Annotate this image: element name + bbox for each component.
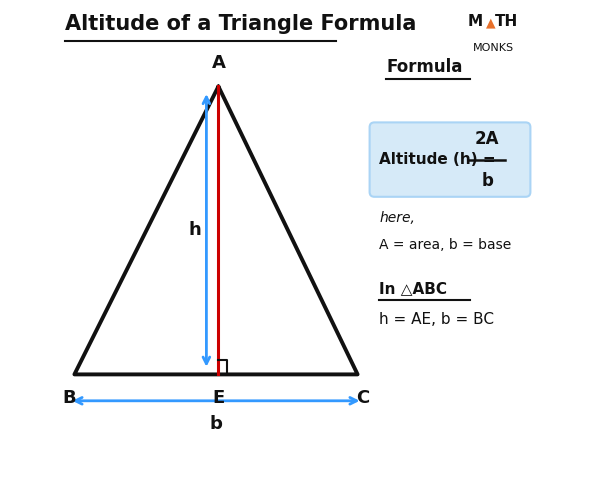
- FancyBboxPatch shape: [370, 122, 530, 197]
- Text: A = area, b = base: A = area, b = base: [379, 238, 511, 252]
- Text: TH: TH: [495, 14, 518, 29]
- Text: here,: here,: [379, 211, 415, 225]
- Text: Formula: Formula: [386, 58, 463, 76]
- Text: C: C: [356, 389, 369, 407]
- Text: M: M: [468, 14, 483, 29]
- Text: B: B: [63, 389, 76, 407]
- Text: Altitude (h) =: Altitude (h) =: [379, 152, 501, 167]
- Text: A: A: [211, 54, 226, 72]
- Text: b: b: [481, 172, 493, 190]
- Text: E: E: [212, 389, 224, 407]
- Text: Altitude of a Triangle Formula: Altitude of a Triangle Formula: [65, 14, 416, 35]
- Text: ▲: ▲: [486, 17, 496, 30]
- Text: h = AE, b = BC: h = AE, b = BC: [379, 312, 494, 327]
- Text: In △ABC: In △ABC: [379, 281, 447, 296]
- Text: b: b: [209, 415, 223, 433]
- Text: 2A: 2A: [475, 130, 499, 148]
- Text: h: h: [188, 221, 201, 240]
- Text: MONKS: MONKS: [473, 43, 514, 53]
